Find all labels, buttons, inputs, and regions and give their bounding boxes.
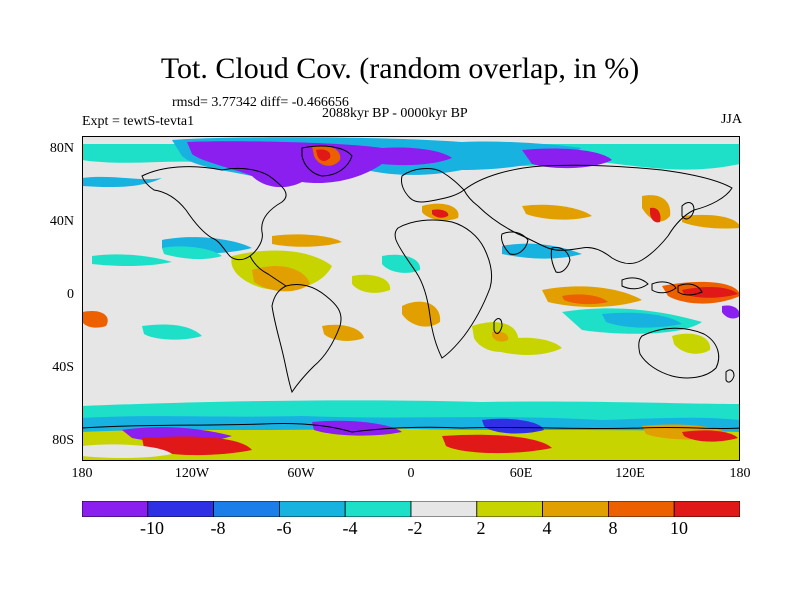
colorbar-label-m6: -6 bbox=[276, 518, 292, 538]
lon-label-120w: 120W bbox=[174, 466, 210, 481]
lon-label-120e: 120E bbox=[615, 466, 645, 481]
lat-label-40s: 40S bbox=[52, 360, 74, 375]
colorbar-box bbox=[147, 501, 215, 517]
colorbar-label-m8: -8 bbox=[210, 518, 226, 538]
stats-text: rmsd= 3.77342 diff= -0.466656 bbox=[172, 95, 349, 110]
lat-label-40n: 40N bbox=[49, 214, 74, 229]
period-text: 2088kyr BP - 0000kyr BP bbox=[322, 106, 468, 121]
map-title: Tot. Cloud Cov. (random overlap, in %) bbox=[160, 52, 640, 85]
anomaly-fields bbox=[82, 137, 740, 461]
experiment-label: Expt = tewtS-tevta1 bbox=[82, 114, 195, 129]
lon-label-60e: 60E bbox=[509, 466, 533, 481]
colorbar-label-m2: -2 bbox=[407, 518, 423, 538]
lon-label-180e: 180 bbox=[729, 466, 751, 481]
lon-label-60w: 60W bbox=[287, 466, 315, 481]
colorbar-label-8: 8 bbox=[608, 518, 618, 538]
lat-label-80n: 80N bbox=[49, 141, 74, 156]
colorbar-box bbox=[476, 501, 543, 517]
coastlines bbox=[82, 145, 740, 433]
season-label: JJA bbox=[720, 112, 742, 127]
colorbar-box bbox=[278, 501, 346, 517]
colorbar-box bbox=[673, 501, 740, 517]
colorbar bbox=[82, 501, 740, 517]
colorbar-box bbox=[82, 501, 149, 517]
colorbar-box bbox=[410, 501, 478, 517]
colorbar-box bbox=[542, 501, 609, 517]
map-frame bbox=[82, 136, 740, 461]
lon-label-0: 0 bbox=[407, 466, 415, 481]
lat-label-80s: 80S bbox=[52, 433, 74, 448]
colorbar-label-10: 10 bbox=[670, 518, 688, 538]
colorbar-box bbox=[608, 501, 675, 517]
colorbar-box bbox=[344, 501, 412, 517]
colorbar-label-m10: -10 bbox=[140, 518, 164, 538]
lon-label-180w: 180 bbox=[71, 466, 93, 481]
cloud-cover-map bbox=[82, 136, 740, 461]
colorbar-label-4: 4 bbox=[542, 518, 552, 538]
lat-label-eq: 0 bbox=[67, 287, 74, 302]
colorbar-box bbox=[213, 501, 280, 517]
colorbar-label-m4: -4 bbox=[342, 518, 358, 538]
colorbar-label-2: 2 bbox=[476, 518, 486, 538]
